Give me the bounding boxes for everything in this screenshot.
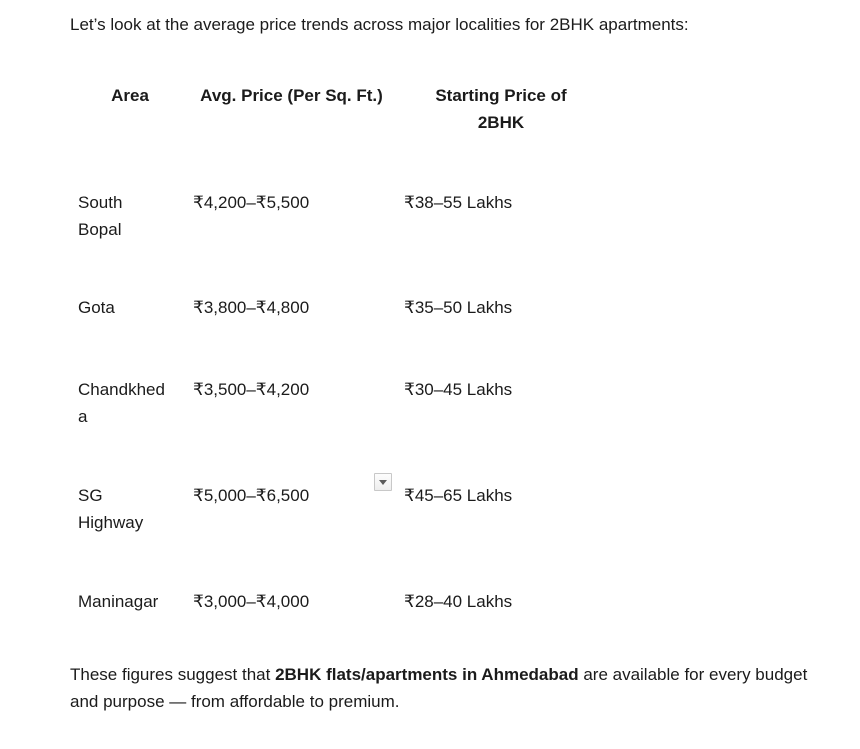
starting-price-cell: ₹38–55 Lakhs [404, 193, 513, 212]
area-cell: South Bopal [78, 193, 123, 239]
column-header-area: Area [111, 86, 149, 105]
dropdown-arrow-icon [379, 479, 387, 485]
area-cell: SG Highway [78, 486, 144, 532]
table-row: South Bopal ₹4,200–₹5,500 ₹38–55 Lakhs [78, 189, 584, 294]
table-header-row: Area Avg. Price (Per Sq. Ft.) Starting P… [78, 82, 584, 189]
starting-price-cell: ₹28–40 Lakhs [404, 592, 513, 611]
conclusion-bold-text: 2BHK flats/apartments in Ahmedabad [275, 665, 579, 684]
area-cell: Gota [78, 298, 115, 317]
starting-price-cell: ₹45–65 Lakhs [404, 486, 513, 505]
conclusion-text-end: are available for every budget and purpo… [70, 665, 808, 711]
starting-price-cell: ₹30–45 Lakhs [404, 380, 513, 399]
area-cell: Maninagar [78, 592, 159, 611]
column-header-avg-price: Avg. Price (Per Sq. Ft.) [200, 86, 383, 105]
intro-paragraph: Let’s look at the average price trends a… [70, 15, 689, 34]
avg-price-cell: ₹3,000–₹4,000 [193, 592, 310, 611]
price-table: Area Avg. Price (Per Sq. Ft.) Starting P… [78, 82, 584, 615]
table-row: Maninagar ₹3,000–₹4,000 ₹28–40 Lakhs [78, 588, 584, 615]
conclusion-text-start: These figures suggest that [70, 665, 276, 684]
avg-price-cell: ₹4,200–₹5,500 [193, 193, 310, 212]
avg-price-cell: ₹3,800–₹4,800 [193, 298, 310, 317]
starting-price-cell: ₹35–50 Lakhs [404, 298, 513, 317]
conclusion-paragraph: These figures suggest that 2BHK flats/ap… [70, 661, 820, 715]
avg-price-cell: ₹3,500–₹4,200 [193, 380, 310, 399]
table-row: SG Highway ₹5,000–₹6,500 ₹45–65 Lakhs [78, 482, 584, 588]
table-dropdown-button[interactable] [374, 473, 392, 491]
table-row: Gota ₹3,800–₹4,800 ₹35–50 Lakhs [78, 294, 584, 376]
table-row: Chandkheda ₹3,500–₹4,200 ₹30–45 Lakhs [78, 376, 584, 482]
avg-price-cell: ₹5,000–₹6,500 [193, 486, 310, 505]
area-cell: Chandkheda [78, 380, 165, 426]
column-header-starting-price: Starting Price of 2BHK [435, 86, 567, 132]
